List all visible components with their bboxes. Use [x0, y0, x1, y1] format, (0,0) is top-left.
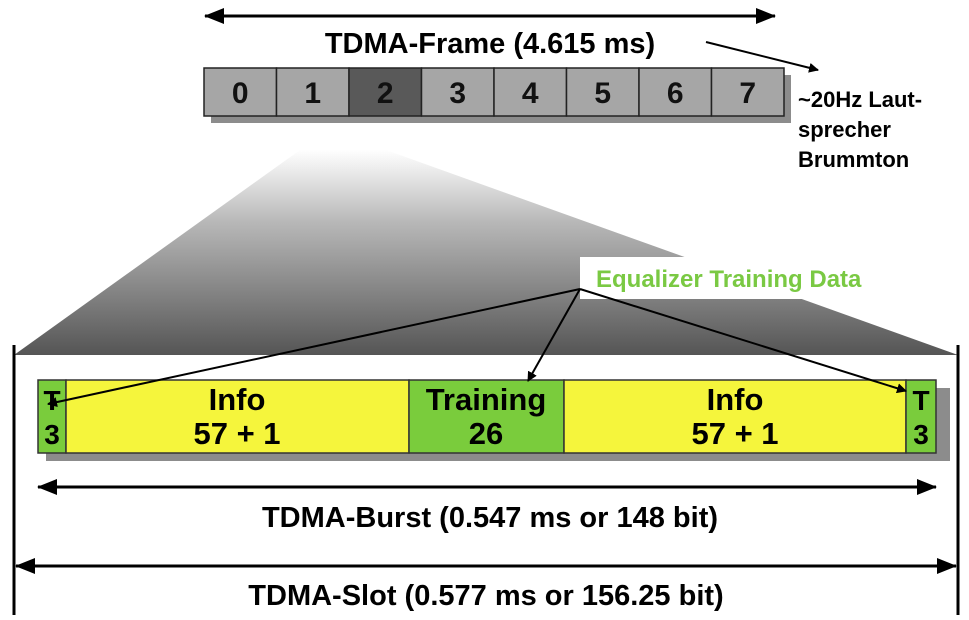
frame-slot-cell [565, 67, 640, 117]
slot-label: TDMA-Slot (0.577 ms or 156.25 bit) [248, 580, 723, 612]
frame-label: TDMA-Frame (4.615 ms) [325, 28, 655, 60]
training-line-1: Training [426, 382, 547, 417]
frame-slot-label: 4 [522, 77, 539, 110]
tail-right-line-1: T [912, 385, 929, 416]
frame-slot-label: 1 [304, 77, 321, 110]
callout-arrow-tail-right [579, 288, 907, 394]
frame-slot-label: 2 [377, 77, 394, 110]
burst-bar [37, 379, 937, 454]
side-note-line-1: ~20Hz Laut- [798, 87, 922, 112]
info-right-line-2: 57 + 1 [691, 416, 778, 451]
callout-arrow-tail-left [47, 288, 581, 407]
side-note-line-3: Brummton [798, 147, 909, 172]
frame-slot-label: 6 [667, 77, 684, 110]
frame-slot-label: 0 [232, 77, 249, 110]
callout-label: Equalizer Training Data [596, 266, 862, 293]
tail-right-line-2: 3 [913, 419, 929, 450]
info-left-field [65, 379, 410, 454]
frame-slots: 0 1 2 3 4 5 6 7 [203, 67, 791, 123]
info-right-field [563, 379, 907, 454]
frame-slot-label: 5 [594, 77, 611, 110]
tail-left-line-1: T [43, 385, 60, 416]
callout-arrow-training [527, 288, 581, 382]
info-left-line-2: 57 + 1 [193, 416, 280, 451]
frame-slot-cell [348, 67, 423, 117]
frame-slot-cell [275, 67, 350, 117]
zoom-cone [14, 150, 958, 355]
frame-slot-label: 3 [449, 77, 466, 110]
tail-right-field [905, 379, 937, 454]
info-right-line-1: Info [707, 382, 764, 417]
frame-slot-cell [420, 67, 495, 117]
frame-slot-cell [710, 67, 785, 117]
frame-slot-label: 7 [739, 77, 756, 110]
info-left-line-1: Info [209, 382, 266, 417]
frame-slot-cell [203, 67, 278, 117]
side-note-arrow [705, 41, 819, 73]
tail-left-field [37, 379, 67, 454]
training-line-2: 26 [469, 416, 503, 451]
training-field [408, 379, 565, 454]
callout-box [580, 257, 930, 299]
burst-label: TDMA-Burst (0.547 ms or 148 bit) [262, 502, 718, 534]
tail-left-line-2: 3 [44, 419, 60, 450]
side-note-line-2: sprecher [798, 117, 891, 142]
